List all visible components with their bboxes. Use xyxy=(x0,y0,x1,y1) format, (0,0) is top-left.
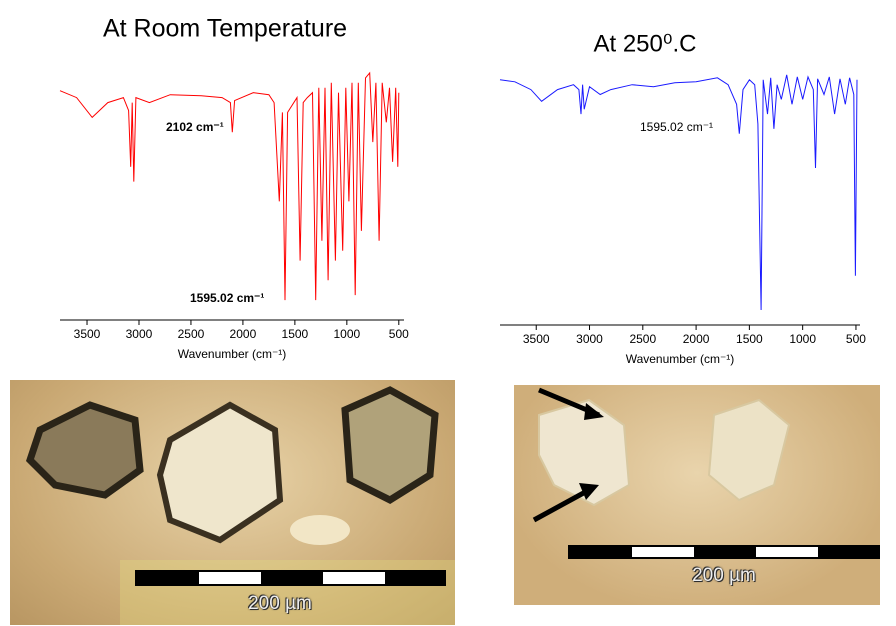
scale-label: 200 µm xyxy=(634,565,814,587)
x-tick-label: 1500 xyxy=(736,332,763,346)
figure: At Room Temperature At 250⁰.C 2102 cm⁻¹ … xyxy=(0,0,896,626)
micrograph: 200 µm xyxy=(10,380,455,625)
x-tick-label: 1000 xyxy=(789,332,816,346)
x-tick-label: 3000 xyxy=(126,327,153,341)
x-tick-label: 1000 xyxy=(333,327,360,341)
x-tick-label: 2500 xyxy=(178,327,205,341)
scale-label: 200 µm xyxy=(190,593,370,615)
x-tick-label: 500 xyxy=(846,332,866,346)
annotation: 1595.02 cm⁻¹ xyxy=(640,120,713,134)
x-tick-label: 3500 xyxy=(74,327,101,341)
x-tick-label: 1500 xyxy=(282,327,309,341)
x-tick-label: 500 xyxy=(389,327,409,341)
title: At 250⁰.C xyxy=(593,30,696,57)
x-tick-label: 2500 xyxy=(629,332,656,346)
annotation: 2102 cm⁻¹ xyxy=(166,120,224,134)
x-axis-label: Wavenumber (cm⁻¹) xyxy=(626,352,735,366)
spectrum xyxy=(500,75,857,310)
x-axis-label: Wavenumber (cm⁻¹) xyxy=(178,347,287,361)
x-tick-label: 3000 xyxy=(576,332,603,346)
micrograph: 200 µm xyxy=(514,385,880,605)
x-tick-label: 2000 xyxy=(230,327,257,341)
x-tick-label: 3500 xyxy=(523,332,550,346)
x-tick-label: 2000 xyxy=(683,332,710,346)
title: At Room Temperature xyxy=(103,15,347,43)
annotation: 1595.02 cm⁻¹ xyxy=(190,291,264,305)
spectrum xyxy=(60,73,399,300)
spectra: At Room Temperature At 250⁰.C 2102 cm⁻¹ … xyxy=(0,0,896,380)
